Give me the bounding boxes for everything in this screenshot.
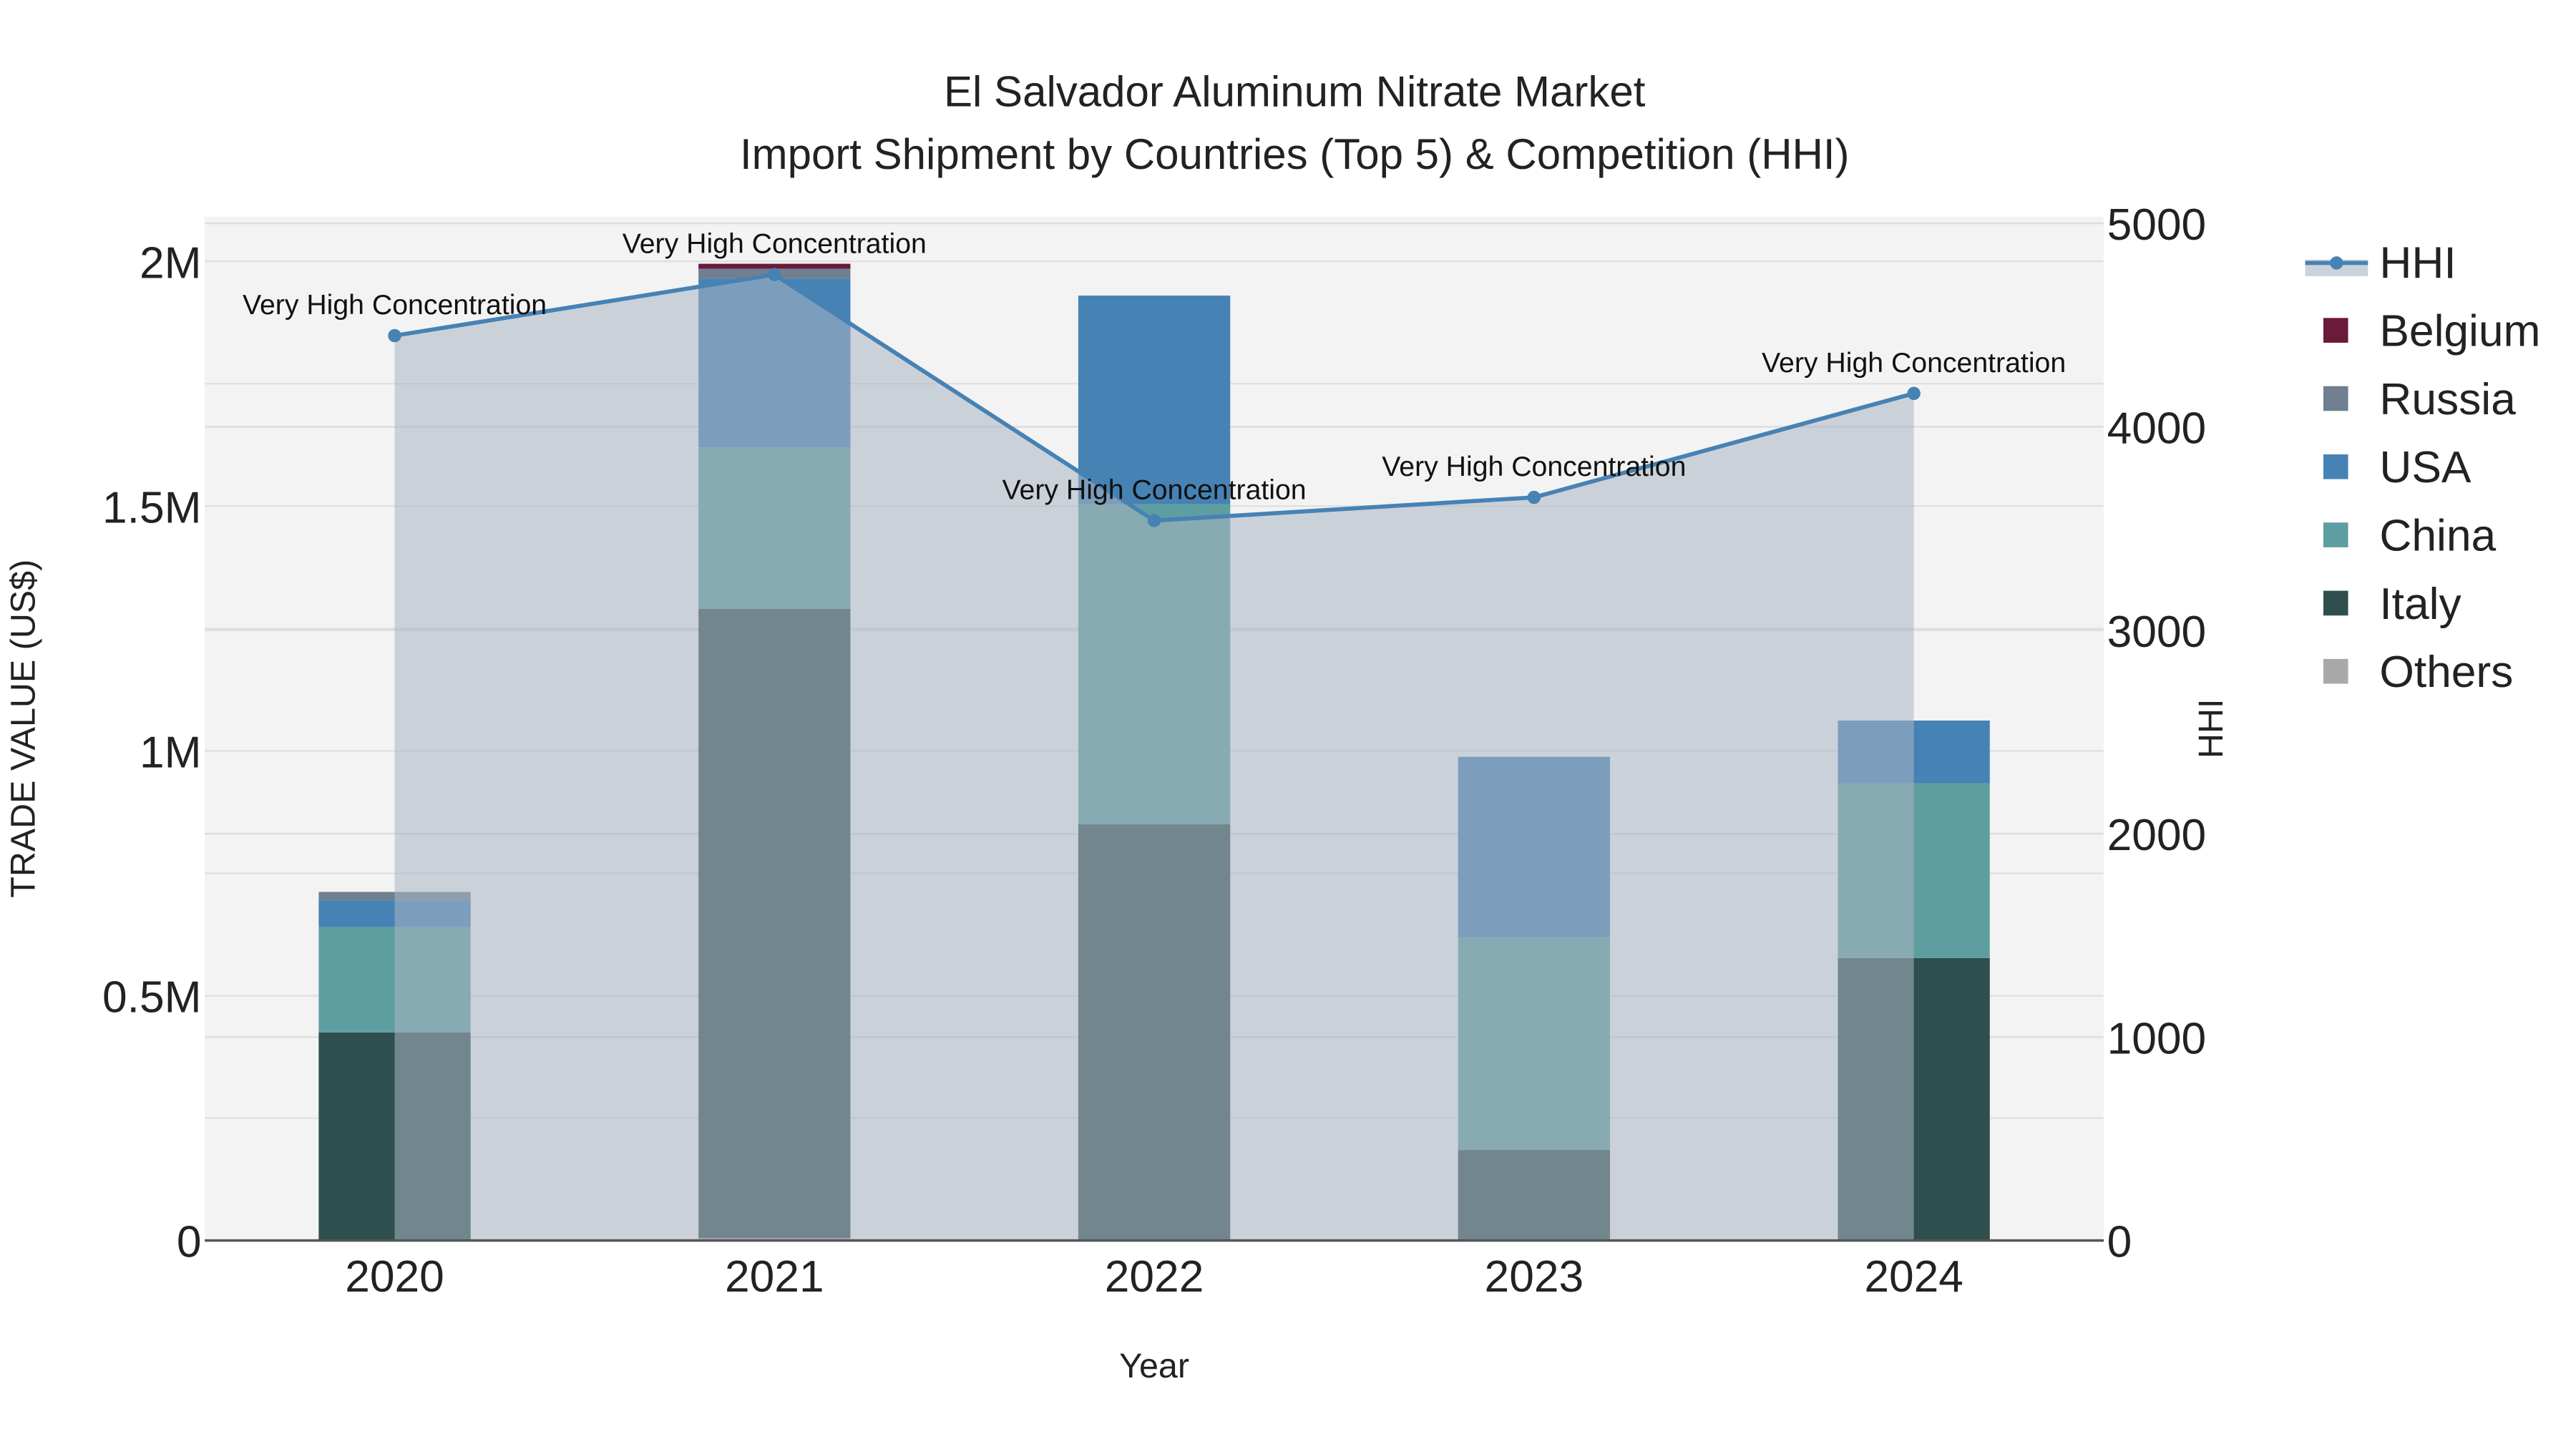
legend-swatch-china xyxy=(2323,522,2348,547)
hhi-area xyxy=(394,274,1914,1241)
legend-label-usa: USA xyxy=(2379,443,2472,492)
legend-swatch-others xyxy=(2323,658,2348,684)
y2-tick-label: 1000 xyxy=(2107,1014,2207,1063)
hhi-point-2024 xyxy=(1907,386,1921,401)
legend-swatch-belgium xyxy=(2323,318,2348,343)
hhi-annotation: Very High Concentration xyxy=(1002,474,1307,505)
y2-tick-label: 3000 xyxy=(2107,608,2207,657)
hhi-point-2020 xyxy=(388,328,401,343)
legend-label-others: Others xyxy=(2379,648,2513,697)
hhi-annotation: Very High Concentration xyxy=(243,289,547,321)
hhi-annotation: Very High Concentration xyxy=(623,228,927,260)
legend-swatch-russia xyxy=(2323,386,2348,411)
legend-swatch-usa xyxy=(2323,454,2348,479)
y-tick-label: 0.5M xyxy=(102,973,202,1023)
hhi-annotation: Very High Concentration xyxy=(1382,451,1686,482)
legend-swatch-hhi-marker xyxy=(2330,256,2343,270)
y2-tick-label: 2000 xyxy=(2107,811,2207,860)
y2-axis-label: HHI xyxy=(2192,699,2230,758)
legend-label-italy: Italy xyxy=(2379,580,2462,629)
legend-label-russia: Russia xyxy=(2379,375,2516,424)
x-tick-label: 2024 xyxy=(1864,1252,1963,1302)
hhi-point-2021 xyxy=(768,268,781,281)
y-axis-label: TRADE VALUE (US$) xyxy=(4,560,42,898)
x-tick-label: 2020 xyxy=(345,1252,444,1302)
y-tick-label: 1.5M xyxy=(102,483,202,532)
legend-swatch-italy xyxy=(2323,590,2348,616)
bar-belgium-2021 xyxy=(698,263,851,269)
hhi-annotation: Very High Concentration xyxy=(1762,347,2066,379)
hhi-point-2022 xyxy=(1147,514,1161,527)
hhi-point-2023 xyxy=(1527,490,1541,504)
x-axis-label: Year xyxy=(1119,1347,1189,1385)
bar-usa-2022 xyxy=(1078,296,1231,504)
y2-tick-label: 5000 xyxy=(2107,200,2207,250)
x-tick-label: 2021 xyxy=(725,1252,824,1302)
x-tick-label: 2022 xyxy=(1105,1252,1204,1302)
chart-subtitle: Import Shipment by Countries (Top 5) & C… xyxy=(740,130,1850,178)
legend-label-china: China xyxy=(2379,512,2496,561)
y2-tick-label: 0 xyxy=(2107,1218,2132,1267)
legend-label-belgium: Belgium xyxy=(2379,307,2540,356)
legend-label-hhi: HHI xyxy=(2379,238,2456,288)
y-tick-label: 1M xyxy=(140,728,202,778)
y2-tick-label: 4000 xyxy=(2107,404,2207,454)
y-tick-label: 0 xyxy=(177,1218,202,1267)
y-tick-label: 2M xyxy=(140,238,202,288)
x-tick-label: 2023 xyxy=(1485,1252,1584,1302)
chart-title: El Salvador Aluminum Nitrate Market xyxy=(944,67,1646,115)
